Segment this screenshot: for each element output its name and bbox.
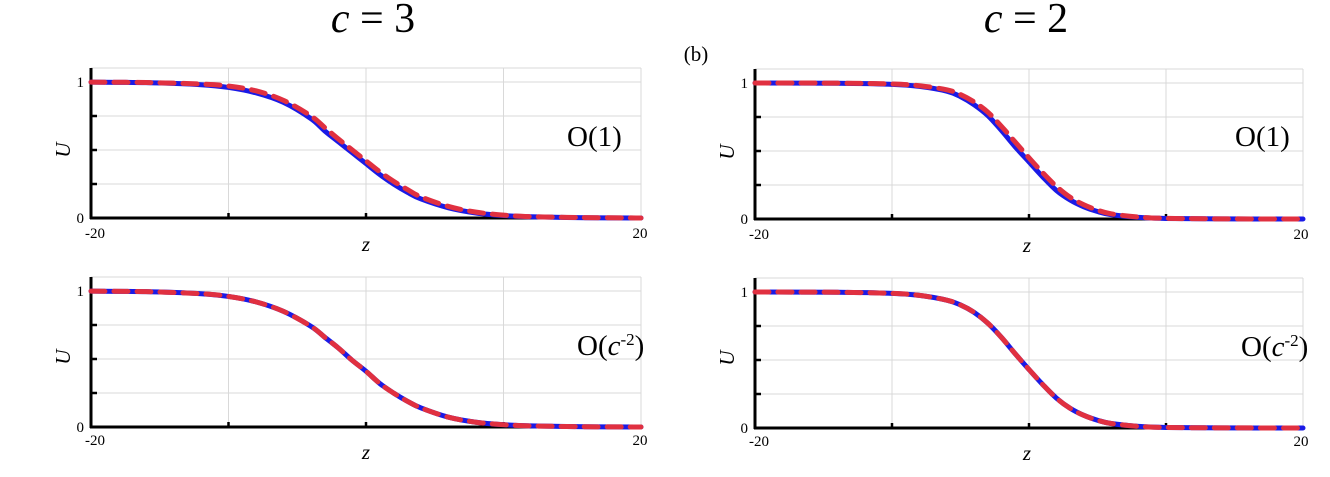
order-label-suffix: 1): [1266, 121, 1290, 153]
order-label: O(1): [567, 121, 622, 153]
x-tick-label: 20: [633, 226, 648, 242]
order-label-suffix: 1): [598, 121, 622, 153]
y-axis-label: U: [51, 141, 75, 158]
panel-2: 0 1 -20 20 Uz O(1): [715, 68, 1309, 257]
series-line-dashed: [752, 80, 1306, 222]
x-tick-label: -20: [85, 433, 105, 449]
y-tick-label: 1: [77, 75, 85, 91]
panel-3: 0 1 -20 20 Uz O(c-2): [51, 276, 648, 464]
y-tick-label: 0: [741, 421, 749, 437]
x-axis-label: z: [361, 232, 370, 256]
x-tick-label: -20: [85, 226, 105, 242]
order-label-var: c: [1272, 331, 1285, 363]
order-label-sup: -2: [1284, 331, 1298, 350]
order-label: O(1): [1235, 121, 1290, 153]
order-label-prefix: O(: [1241, 331, 1272, 363]
order-label: O(c-2): [1241, 331, 1308, 363]
order-label-prefix: O(: [567, 121, 598, 153]
y-axis-label: U: [715, 143, 739, 160]
panel-1: 0 1 -20 20 Uz O(1): [51, 67, 648, 256]
grid: [91, 67, 642, 218]
panel-4: 0 1 -20 20 Uz O(c-2): [715, 277, 1309, 465]
series-line-dashed: [88, 79, 644, 221]
x-tick-label: -20: [749, 434, 769, 450]
y-tick-label: 0: [77, 420, 85, 436]
order-label-suffix: ): [1299, 331, 1309, 363]
y-tick-label: 1: [77, 284, 85, 300]
series-line-dashed: [88, 288, 644, 430]
grid: [91, 276, 642, 427]
order-label-suffix: ): [635, 330, 645, 362]
column-title-c3: c = 3: [331, 0, 415, 42]
grid: [755, 68, 1304, 219]
x-axis-label: z: [1022, 441, 1031, 465]
grid: [755, 277, 1304, 428]
y-tick-label: 1: [741, 76, 749, 92]
x-axis-label: z: [1022, 233, 1031, 257]
column-title-c2: c = 2: [984, 0, 1068, 42]
x-tick-label: 20: [633, 433, 648, 449]
y-tick-label: 1: [741, 285, 749, 301]
x-tick-label: 20: [1294, 227, 1309, 243]
x-axis-label: z: [361, 440, 370, 464]
y-tick-label: 0: [741, 212, 749, 228]
y-tick-label: 0: [77, 211, 85, 227]
panel-tag: (b): [684, 42, 709, 66]
order-label-prefix: O(: [1235, 121, 1266, 153]
x-tick-label: -20: [749, 227, 769, 243]
order-label: O(c-2): [577, 330, 644, 362]
order-label-sup: -2: [620, 330, 634, 349]
order-label-prefix: O(: [577, 330, 608, 362]
y-axis-label: U: [715, 349, 739, 366]
y-axis-label: U: [51, 348, 75, 365]
series-line-dashed: [752, 289, 1306, 431]
order-label-var: c: [608, 330, 621, 362]
x-tick-label: 20: [1294, 434, 1309, 450]
